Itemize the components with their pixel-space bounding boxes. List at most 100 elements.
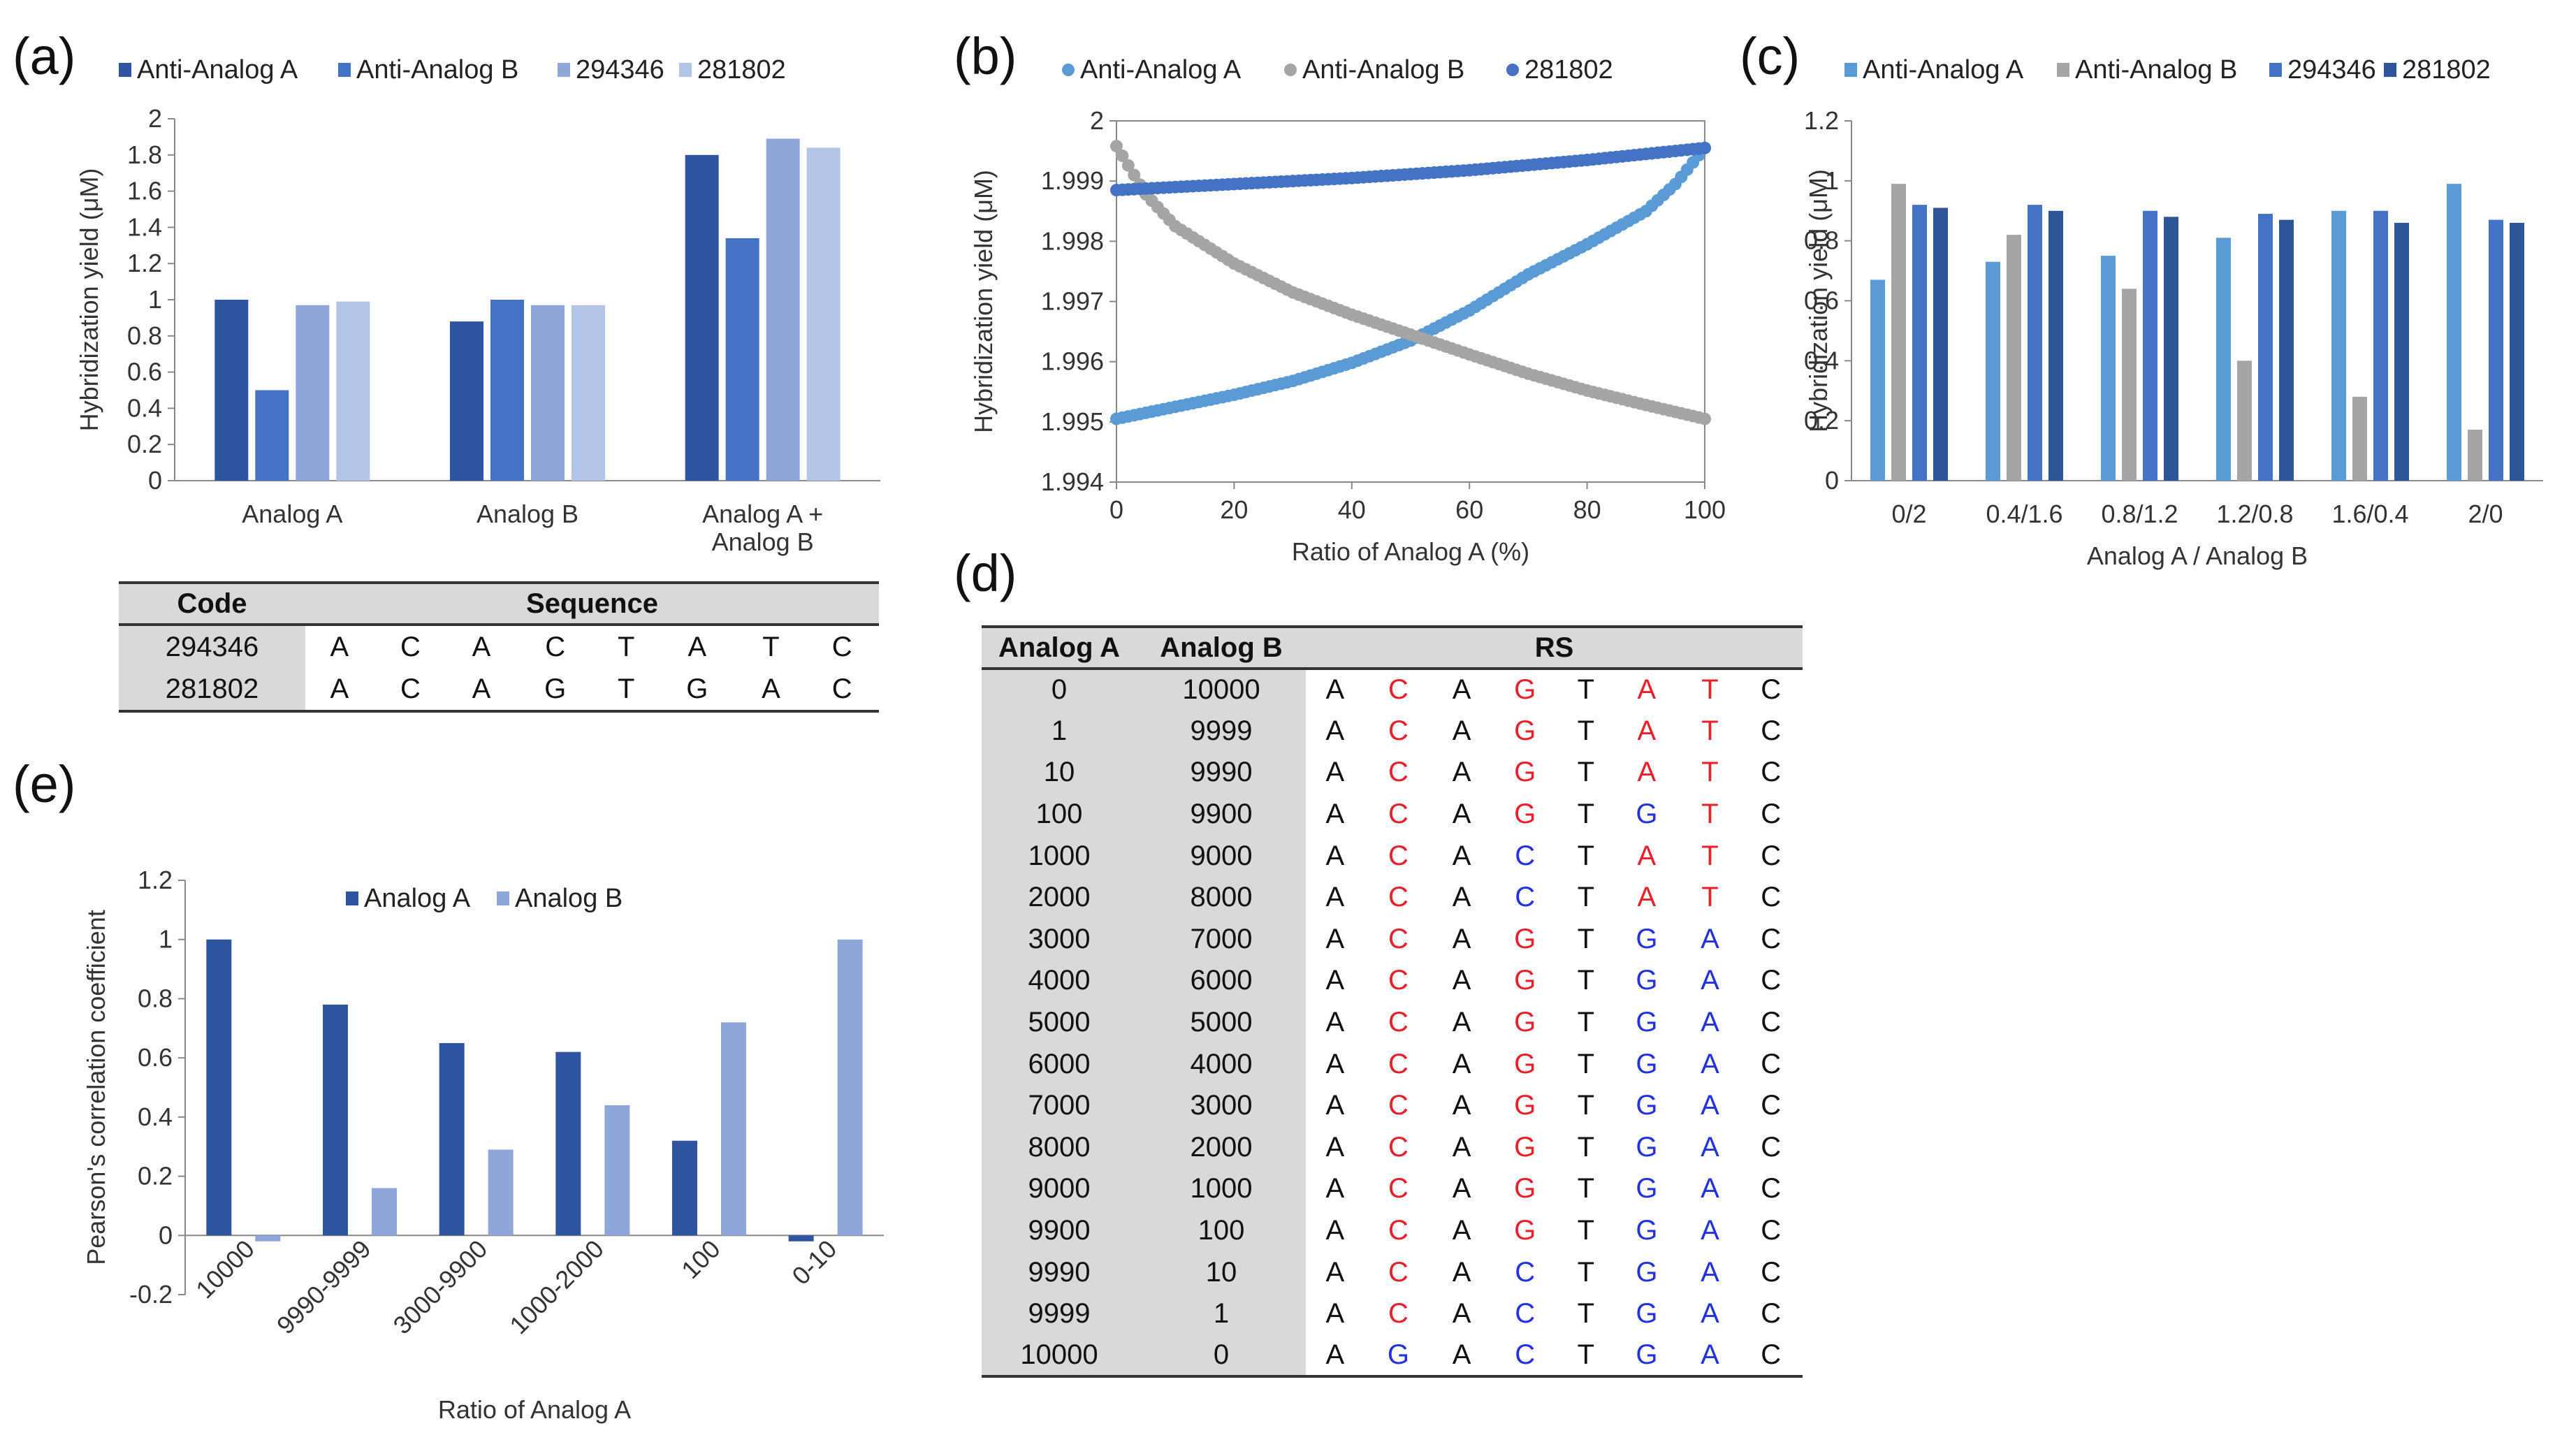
- rs-base: G: [1514, 1173, 1536, 1204]
- legend-swatch-0: [1844, 63, 1857, 77]
- rs-analog-a-value: 10: [982, 752, 1137, 794]
- x-tick-label: 100: [1684, 495, 1726, 524]
- legend-swatch-2: [558, 63, 570, 77]
- rs-base: A: [1452, 799, 1471, 830]
- rs-analog-a-value: 9990: [982, 1251, 1137, 1293]
- series-281802: [1110, 141, 1711, 197]
- y-tick-label: 1.4: [127, 212, 162, 241]
- rs-analog-a-value: 100: [982, 793, 1137, 836]
- rs-base: G: [1636, 1131, 1658, 1163]
- x-tick-label: Analog A: [242, 500, 342, 528]
- bar-anti-analog-a-2: [685, 154, 719, 481]
- y-tick-label: 0.6: [1804, 286, 1839, 315]
- rs-base: G: [1636, 1090, 1658, 1121]
- bar-anti-analog-b-0: [1891, 184, 1906, 481]
- y-tick-label: 0.4: [127, 393, 162, 422]
- legend-marker-2: [1506, 64, 1519, 76]
- rs-base: C: [1388, 1048, 1409, 1079]
- y-tick-label: 1: [1825, 166, 1839, 195]
- bar-294346-3: [2258, 214, 2273, 481]
- rs-base: C: [1761, 965, 1782, 996]
- y-tick-label: 1: [159, 925, 173, 954]
- bar-294346-0: [1912, 205, 1927, 481]
- rs-base: G: [1514, 1131, 1536, 1163]
- y-tick-label: 2: [1090, 106, 1104, 135]
- rs-base: A: [1452, 715, 1471, 746]
- rs-row: 3000 7000 A C A G T G A C: [982, 918, 1803, 961]
- rs-base: A: [1637, 674, 1657, 706]
- rs-base: A: [1325, 1256, 1345, 1288]
- legend-label-3: 281802: [697, 55, 786, 85]
- rs-base: G: [1514, 923, 1536, 954]
- bar-anti-analog-a-0: [214, 300, 249, 481]
- rs-base: C: [1388, 1090, 1409, 1121]
- legend-swatch-1: [2057, 63, 2069, 77]
- scatter-point: [1128, 168, 1141, 182]
- rs-base: G: [1636, 1048, 1658, 1079]
- rs-base: C: [1388, 1215, 1409, 1246]
- scatter-point: [1121, 159, 1135, 172]
- bar-analog-a-5: [788, 1235, 814, 1242]
- y-tick-label: 0.8: [127, 321, 162, 350]
- rs-analog-b-value: 7000: [1137, 918, 1306, 961]
- rs-analog-a-value: 9999: [982, 1293, 1137, 1335]
- y-axis-title: Hybridization yield (μM): [969, 170, 998, 433]
- rs-analog-a-value: 8000: [982, 1126, 1137, 1169]
- rs-row: 8000 2000 A C A G T G A C: [982, 1126, 1803, 1169]
- bar-anti-analog-b-2: [2122, 289, 2137, 481]
- legend-label-0: Anti-Analog A: [137, 55, 298, 85]
- rs-base: C: [1388, 1131, 1409, 1163]
- rs-row: 1 9999 A C A G T A T C: [982, 710, 1803, 752]
- bar-294346-0: [296, 305, 330, 481]
- rs-base: G: [1514, 715, 1536, 746]
- legend-label-3: 281802: [2402, 55, 2491, 85]
- rs-base: A: [1325, 1298, 1345, 1330]
- sequence-base: T: [762, 631, 780, 662]
- sequence-row: 281802 A C A G T G A C: [119, 668, 879, 713]
- sequence-base: T: [595, 668, 657, 713]
- sequence-base: G: [657, 668, 737, 713]
- rs-base: T: [1701, 715, 1719, 746]
- sequence-base: A: [472, 631, 491, 662]
- seq-header-sequence: Sequence: [305, 581, 879, 626]
- x-tick-label: Analog A +: [702, 500, 823, 528]
- x-axis-title: Ratio of Analog A: [438, 1395, 631, 1424]
- rs-header-rs: RS: [1306, 625, 1803, 670]
- rs-base: A: [1637, 757, 1657, 788]
- rs-base: T: [1577, 1298, 1595, 1330]
- bar-anti-analog-b-1: [490, 300, 524, 481]
- x-tick-label: 0.4/1.6: [1986, 500, 2062, 528]
- chart-e: -0.2 0 0.2 0.4 0.6 0.8 1 1.2 Pearson's correlati…: [82, 866, 884, 1424]
- rs-base: G: [1636, 923, 1658, 954]
- sequence-table: Code Sequence 294346 A C A C T A T C 281802 A C A G T G…: [119, 581, 879, 713]
- y-axis-title: Hybridization yield (μM): [75, 168, 103, 432]
- legend-label-2: 294346: [2287, 55, 2376, 85]
- legend-label-2: 281802: [1524, 55, 1613, 85]
- bar-anti-analog-b-3: [2237, 361, 2252, 481]
- rs-base: C: [1388, 1173, 1409, 1204]
- sequence-base: G: [515, 668, 595, 713]
- legend-marker-0: [1062, 64, 1075, 76]
- sequence-base: C: [400, 631, 421, 662]
- sequence-base: C: [805, 668, 879, 713]
- rs-base: T: [1559, 1334, 1613, 1378]
- y-tick-label: 1.8: [127, 140, 162, 169]
- rs-base: C: [1761, 1298, 1782, 1330]
- legend-swatch-3: [679, 63, 692, 77]
- x-tick-label: 9990-9999: [271, 1235, 377, 1340]
- bar-analog-b-3: [604, 1105, 630, 1236]
- rs-base: A: [1452, 757, 1471, 788]
- legend-marker-1: [1284, 64, 1297, 76]
- rs-analog-b-value: 0: [1137, 1334, 1306, 1378]
- x-tick-label: 1.6/0.4: [2331, 500, 2408, 528]
- series-anti-analog-b: [1110, 140, 1711, 425]
- rs-base: G: [1514, 1215, 1536, 1246]
- bar-anti-analog-a-5: [2447, 184, 2461, 481]
- rs-base: T: [1701, 840, 1719, 871]
- panel-label-c: (c): [1740, 27, 1800, 85]
- seq-header-code: Code: [119, 581, 305, 626]
- y-tick-label: 0.2: [1804, 406, 1839, 435]
- x-tick-label: 0/2: [1891, 500, 1926, 528]
- rs-base: C: [1388, 674, 1409, 706]
- bar-294346-2: [2143, 210, 2157, 481]
